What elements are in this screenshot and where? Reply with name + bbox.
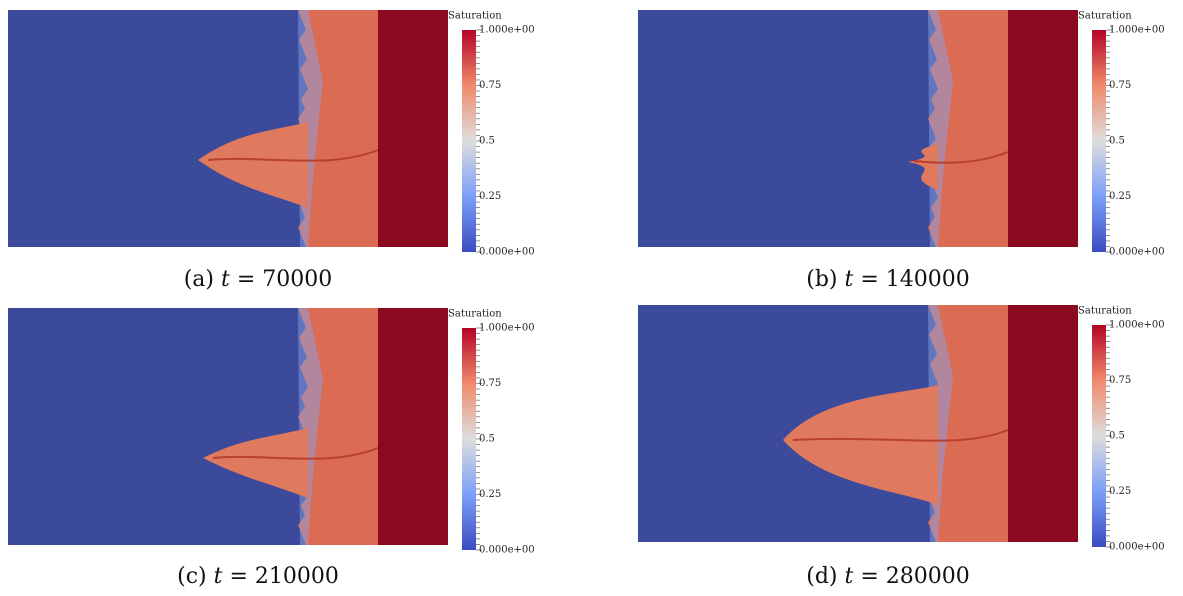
colorbar [462,328,476,550]
caption-part: (a) [184,267,214,292]
caption: (a) t = 70000 [184,267,333,292]
caption-part: t [844,564,853,589]
caption-part: 140000 [886,267,970,292]
finger-streak [212,447,379,460]
colorbar-tick-label: 0.25 [479,489,501,500]
simulation-panel [638,10,1078,247]
caption-part: 210000 [255,564,339,589]
caption-part: = [229,564,247,589]
injection-region [1008,10,1078,247]
finger [198,122,308,208]
caption-part: t [221,267,230,292]
colorbar-tick-label: 1.000e+00 [1109,25,1165,36]
simulation-panel [8,10,448,247]
simulation-panel [8,308,448,545]
finger [783,385,938,505]
caption-part: 280000 [886,564,970,589]
caption-part: (c) [177,564,207,589]
colorbar-tick-label: 0.5 [1109,431,1125,442]
caption-part: t [214,564,223,589]
colorbar-tick-label: 0.75 [479,378,501,389]
caption: (c) t = 210000 [177,564,339,589]
colorbar-tick-label: 0.75 [1109,375,1131,386]
caption-part: = [860,267,878,292]
simulation-panel [638,305,1078,542]
colorbar-tick-label: 0.75 [1109,80,1131,91]
colorbar-tick-label: 0.75 [479,80,501,91]
colorbar-title: Saturation [448,309,502,320]
colorbar-title: Saturation [448,11,502,22]
colorbar [1092,30,1106,252]
colorbar-tick-label: 0.5 [479,136,495,147]
colorbar-tick-label: 1.000e+00 [479,25,535,36]
colorbar-tick-label: 0.5 [1109,136,1125,147]
caption-part: = [860,564,878,589]
colorbar [1092,325,1106,547]
finger-streak [792,429,1009,442]
caption-part: 70000 [262,267,332,292]
caption-part: (b) [806,267,837,292]
caption: (d) t = 280000 [806,564,970,589]
colorbar-tick-label: 0.000e+00 [1109,542,1165,553]
caption-part: = [237,267,255,292]
colorbar-tick-label: 0.000e+00 [479,247,535,258]
caption: (b) t = 140000 [806,267,970,292]
injection-region [378,308,448,545]
colorbar-tick-label: 0.25 [1109,486,1131,497]
colorbar-tick-label: 0.25 [1109,191,1131,202]
colorbar-tick-label: 0.5 [479,434,495,445]
colorbar-tick-label: 0.000e+00 [479,545,535,556]
colorbar-title: Saturation [1078,11,1132,22]
colorbar [462,30,476,252]
finger-streak [207,149,379,162]
injection-region [378,10,448,247]
colorbar-tick-label: 1.000e+00 [1109,320,1165,331]
injection-region [1008,305,1078,542]
colorbar-tick-label: 0.000e+00 [1109,247,1165,258]
colorbar-title: Saturation [1078,306,1132,317]
colorbar-tick-label: 0.25 [479,191,501,202]
finger [203,428,308,498]
colorbar-tick-label: 1.000e+00 [479,323,535,334]
finger [908,144,938,190]
caption-part: t [844,267,853,292]
caption-part: (d) [806,564,837,589]
finger-streak [913,151,1009,164]
